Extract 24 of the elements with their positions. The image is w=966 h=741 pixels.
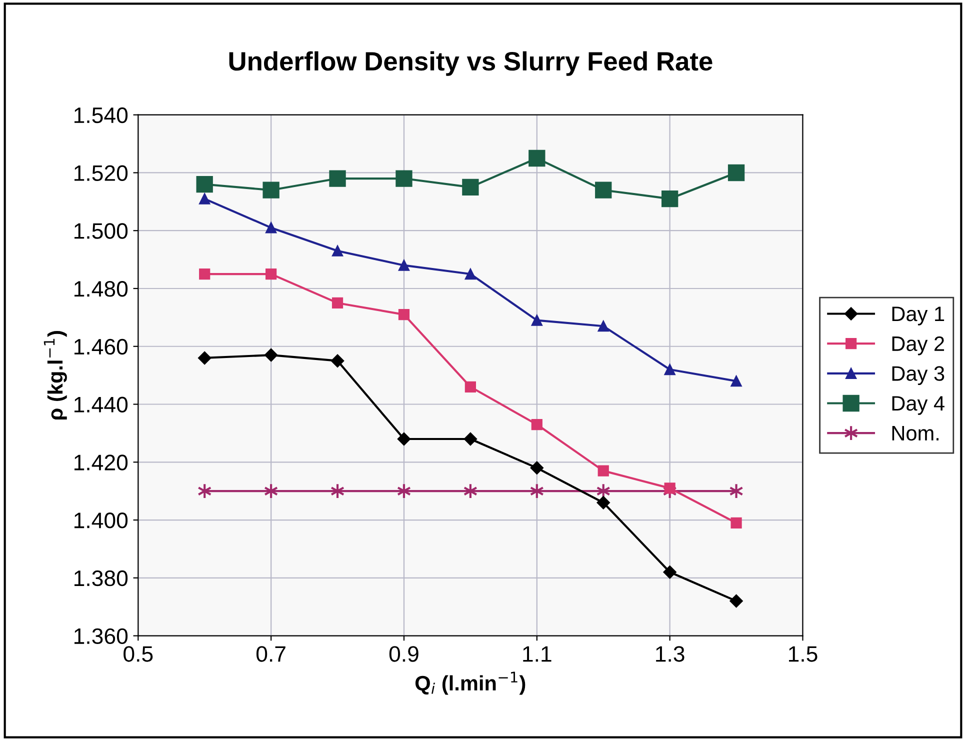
x-tick-label: 0.7 (256, 646, 286, 662)
legend-label: Day 3 (892, 366, 944, 386)
y-tick-label: 1.440 (74, 396, 128, 413)
x-tick-label: 1.5 (788, 646, 818, 662)
legend-label: Day 4 (892, 396, 944, 415)
x-tick-label: 1.1 (523, 646, 552, 662)
y-tick-label: 1.480 (74, 281, 128, 297)
legend-label: Day 2 (892, 336, 944, 356)
y-tick-label: 1.360 (74, 628, 128, 644)
legend-label: Nom. (892, 426, 939, 441)
x-tick-label: 1.3 (656, 646, 684, 662)
y-tick-label: 1.540 (74, 107, 128, 124)
legend-label: Day 1 (892, 306, 944, 326)
y-tick-label: 1.520 (74, 165, 128, 182)
y-tick-label: 1.380 (74, 570, 128, 586)
x-axis-title: Q$_{i}$ (l.min$^{−1}$) (415, 672, 526, 695)
y-tick-label: 1.500 (74, 223, 128, 239)
x-tick-label: 0.5 (124, 646, 153, 662)
x-tick-label: 0.9 (389, 646, 418, 662)
y-axis-title: ρ (kg.l$^{−1}$) (44, 331, 67, 420)
y-tick-label: 1.400 (74, 512, 128, 528)
y-tick-label: 1.420 (74, 454, 128, 470)
chart-title: Underflow Density vs Slurry Feed Rate (229, 51, 712, 76)
y-tick-label: 1.460 (74, 338, 128, 355)
